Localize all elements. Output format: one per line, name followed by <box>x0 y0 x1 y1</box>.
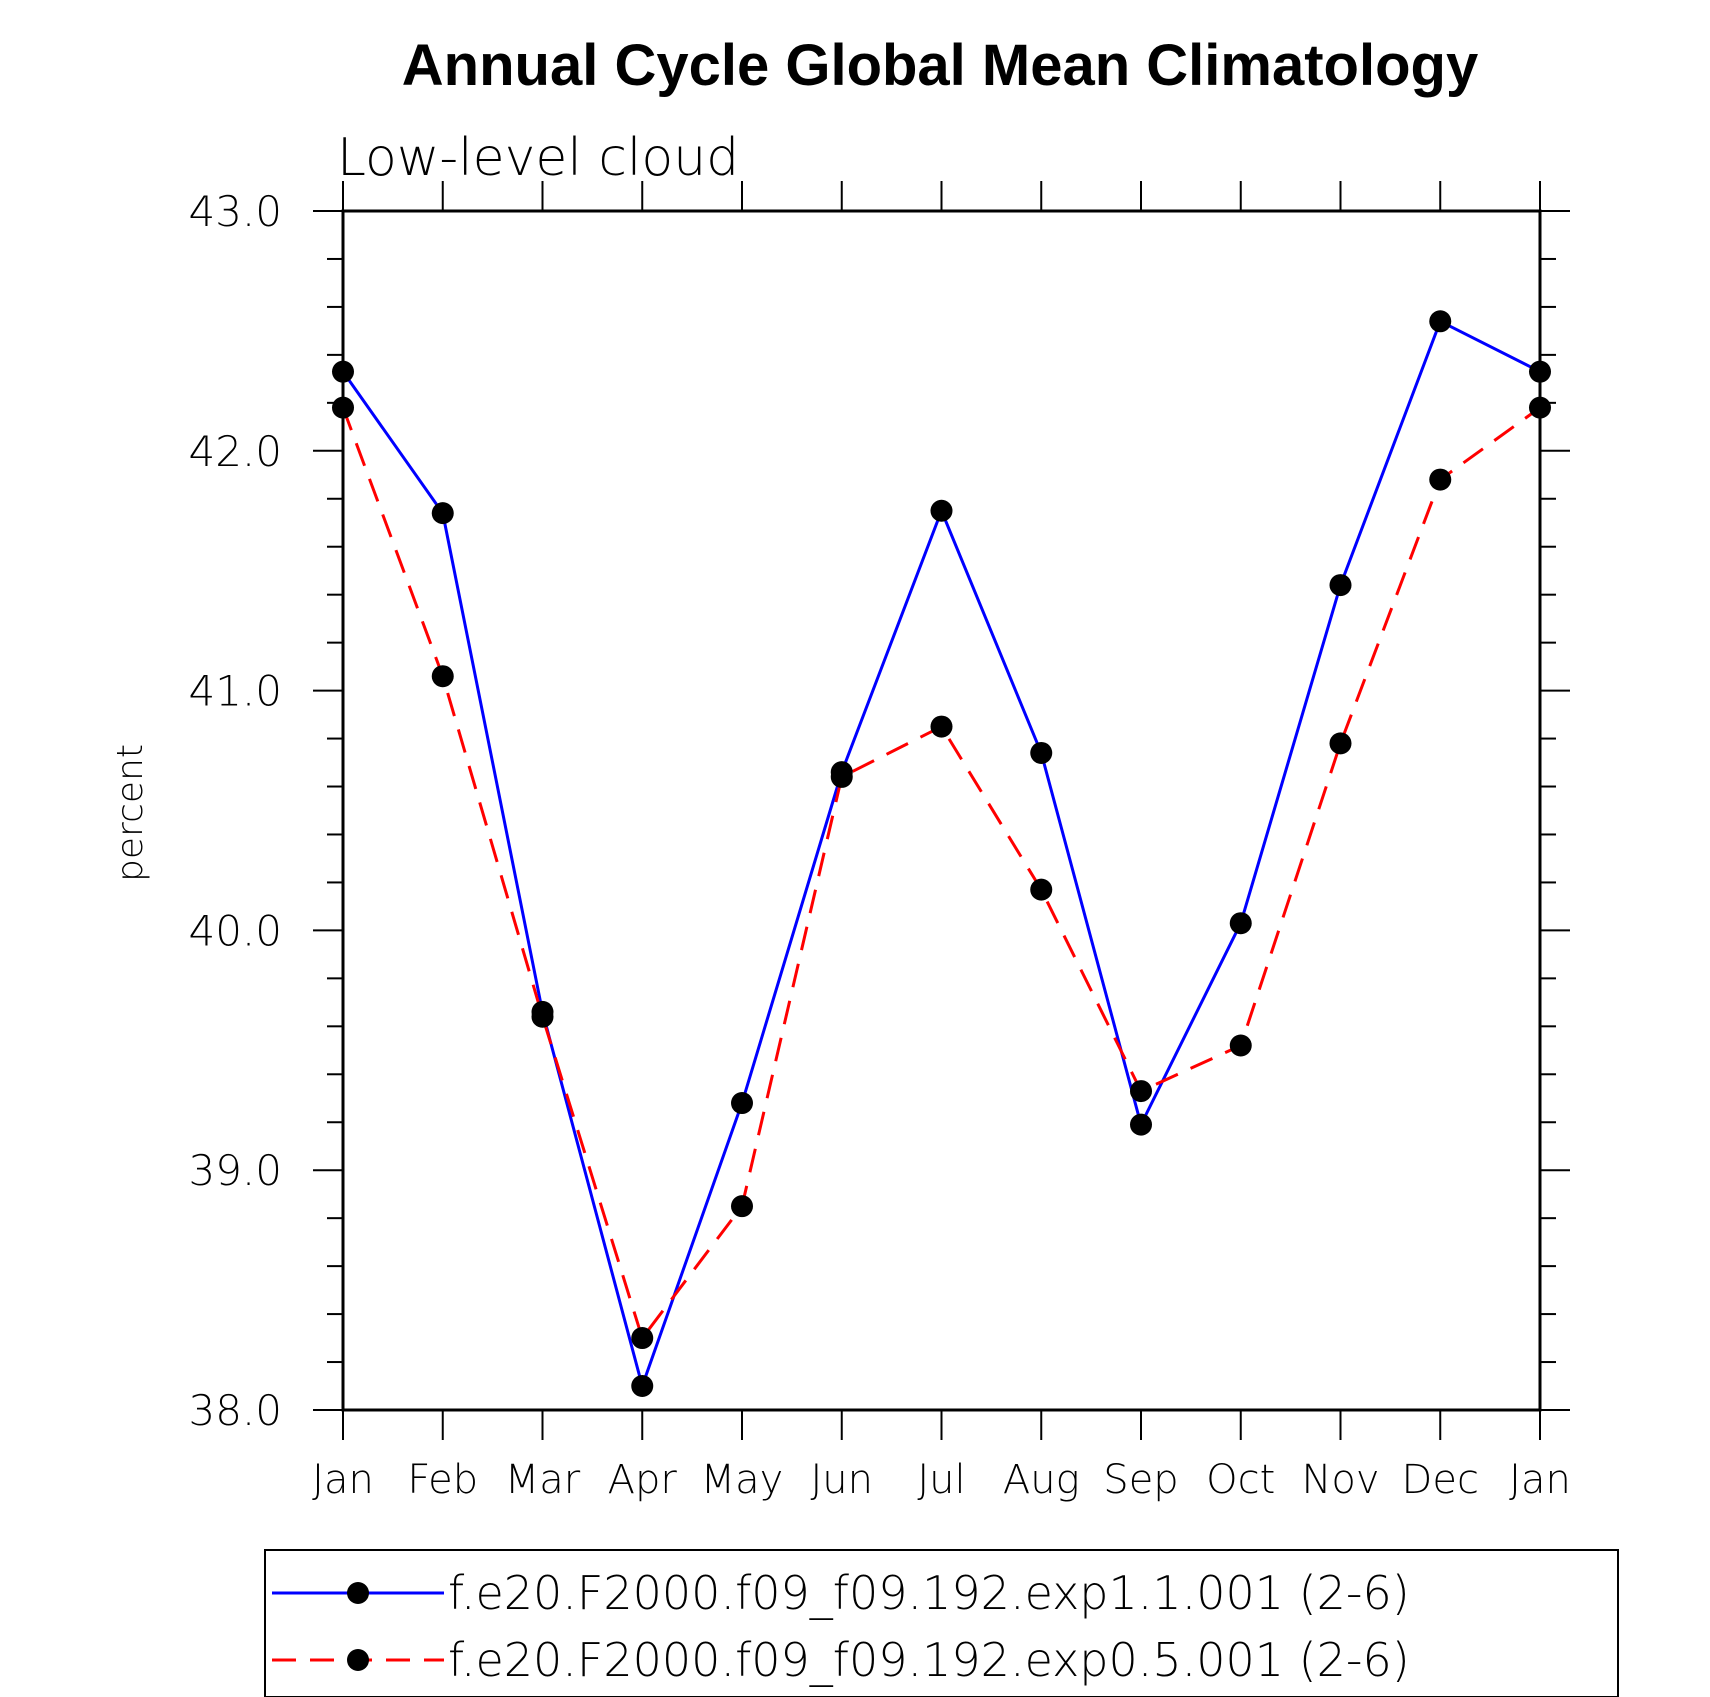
x-tick-label: Jan <box>312 1457 374 1503</box>
series-1-point <box>631 1375 654 1398</box>
legend-marker-series-2 <box>347 1649 369 1671</box>
x-tick-label: Dec <box>1402 1457 1479 1503</box>
y-axis-label: percent <box>110 744 151 882</box>
series-1-point <box>1529 360 1551 383</box>
series-1-point <box>1229 912 1252 935</box>
series-2-point <box>1030 878 1053 901</box>
y-tick-label: 42.0 <box>188 427 282 476</box>
legend-label-series-2: f.e20.F2000.f09_f09.192.exp0.5.001 (2-6) <box>448 1633 1410 1687</box>
series-line-1 <box>341 319 1541 1392</box>
series-2-point <box>1529 396 1551 419</box>
x-tick-label: Sep <box>1103 1457 1178 1503</box>
legend-label-series-1: f.e20.F2000.f09_f09.192.exp1.1.001 (2-6) <box>448 1566 1410 1620</box>
x-tick-label: Feb <box>407 1457 478 1503</box>
series-2-point <box>930 715 953 738</box>
series-layer <box>332 310 1551 1398</box>
x-tick-label: May <box>701 1457 784 1503</box>
series-1-point <box>332 360 354 383</box>
series-2-point <box>631 1327 654 1350</box>
series-2-point <box>1329 732 1352 755</box>
x-tick-label: Oct <box>1206 1457 1275 1503</box>
y-tick-label: 41.0 <box>188 667 282 716</box>
series-2-point <box>531 1005 554 1028</box>
x-tick-label: Jul <box>917 1457 965 1503</box>
series-1-point <box>1030 741 1053 764</box>
y-tick-label: 38.0 <box>188 1386 282 1435</box>
series-2-point <box>830 765 853 788</box>
series-2-point <box>1130 1080 1152 1103</box>
series-1-point <box>1429 310 1452 333</box>
x-tick-label: Aug <box>1003 1457 1080 1503</box>
x-tick-label: Apr <box>608 1457 678 1503</box>
series-2-point <box>431 665 454 688</box>
chart-title: Annual Cycle Global Mean Climatology <box>402 33 1478 98</box>
series-1-point <box>1329 574 1352 597</box>
legend: f.e20.F2000.f09_f09.192.exp1.1.001 (2-6)… <box>264 1549 1619 1697</box>
series-1-point <box>930 499 953 522</box>
series-1-point <box>1130 1113 1152 1136</box>
chart-subtitle: Low-level cloud <box>337 128 739 188</box>
x-tick-label: Mar <box>505 1457 581 1503</box>
series-2-point <box>332 396 354 419</box>
series-2-point <box>731 1195 753 1218</box>
x-tick-label: Nov <box>1301 1457 1379 1503</box>
series-1-point <box>731 1092 753 1115</box>
y-tick-label: 40.0 <box>188 906 282 955</box>
x-tick-label: Jan <box>1509 1457 1571 1503</box>
legend-marker-series-1 <box>347 1582 369 1604</box>
series-line-2 <box>341 406 1541 1342</box>
y-tick-label: 39.0 <box>188 1146 282 1195</box>
x-axis-ticks: Jan Feb Mar Apr May Jun Jul Aug Sep Oct Nov Dec Jan <box>312 181 1571 1503</box>
plot-frame <box>341 209 1542 1412</box>
x-tick-label: Jun <box>811 1457 874 1503</box>
y-axis-ticks: 38.0 39.0 40.0 41.0 42.0 43.0 <box>188 187 1570 1435</box>
legend-box <box>264 1549 1619 1697</box>
series-1-point <box>431 502 454 525</box>
series-2-point <box>1229 1034 1252 1057</box>
series-2-point <box>1429 468 1452 491</box>
y-tick-label: 43.0 <box>188 187 282 236</box>
